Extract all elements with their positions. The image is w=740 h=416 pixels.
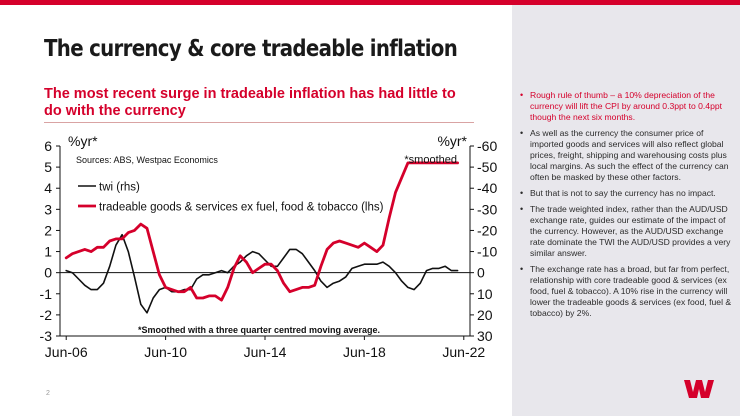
currency-inflation-chart: 6543210-1-2-3-60-50-40-30-20-100102030Ju… bbox=[40, 133, 498, 360]
page-title: The currency & core tradeable inflation bbox=[44, 36, 458, 62]
x-tick-label: Jun-14 bbox=[244, 344, 287, 360]
bullet-text: As well as the currency the consumer pri… bbox=[530, 128, 729, 182]
commentary-bullets: • Rough rule of thumb – a 10% depreciatio… bbox=[520, 90, 732, 324]
right-tick-label: -60 bbox=[477, 138, 497, 154]
chart-subtitle: The most recent surge in tradeable infla… bbox=[44, 86, 456, 119]
bullet-dot: • bbox=[520, 90, 524, 100]
bullet-dot: • bbox=[520, 204, 524, 214]
right-tick-label: -10 bbox=[477, 244, 497, 260]
bullet-text: But that is not to say the currency has … bbox=[530, 188, 716, 198]
left-tick-label: 1 bbox=[44, 244, 52, 260]
page-number: 2 bbox=[46, 390, 50, 397]
westpac-logo-icon bbox=[684, 380, 714, 398]
bullet-item: • But that is not to say the currency has… bbox=[520, 188, 732, 199]
left-tick-label: -3 bbox=[40, 328, 53, 344]
right-tick-label: -30 bbox=[477, 201, 497, 217]
bullet-item: • The exchange rate has a broad, but far … bbox=[520, 264, 732, 319]
bullet-item: • The trade weighted index, rather than t… bbox=[520, 204, 732, 259]
left-tick-label: -2 bbox=[40, 307, 53, 323]
smoothed-label: *smoothed bbox=[404, 154, 457, 166]
bullet-dot: • bbox=[520, 128, 524, 138]
left-tick-label: 2 bbox=[44, 222, 52, 238]
bullet-item: • As well as the currency the consumer pr… bbox=[520, 128, 732, 183]
bullet-item: • Rough rule of thumb – a 10% depreciatio… bbox=[520, 90, 732, 123]
right-tick-label: 30 bbox=[477, 328, 493, 344]
top-accent-bar bbox=[0, 0, 740, 5]
bullet-text: The trade weighted index, rather than th… bbox=[530, 204, 731, 258]
x-tick-label: Jun-18 bbox=[343, 344, 386, 360]
right-tick-label: -40 bbox=[477, 180, 497, 196]
subtitle-divider bbox=[44, 122, 474, 123]
x-tick-label: Jun-10 bbox=[144, 344, 187, 360]
twi-series-line bbox=[65, 233, 459, 314]
x-tick-label: Jun-06 bbox=[45, 344, 88, 360]
chart-axes bbox=[56, 145, 474, 340]
commentary-panel bbox=[512, 5, 740, 416]
left-tick-label: 4 bbox=[44, 180, 52, 196]
right-tick-label: -20 bbox=[477, 222, 497, 238]
bullet-text: Rough rule of thumb – a 10% depreciation… bbox=[530, 90, 723, 122]
right-tick-label: 0 bbox=[477, 265, 485, 281]
right-axis-unit-label: %yr* bbox=[437, 133, 467, 149]
legend-label-twi: twi (rhs) bbox=[99, 182, 140, 194]
right-tick-label: 10 bbox=[477, 286, 493, 302]
right-tick-label: 20 bbox=[477, 307, 493, 323]
left-tick-label: -1 bbox=[40, 286, 53, 302]
smoothing-footnote: *Smoothed with a three quarter centred m… bbox=[138, 325, 380, 335]
bullet-text: The exchange rate has a broad, but far f… bbox=[530, 264, 732, 318]
source-note: Sources: ABS, Westpac Economics bbox=[76, 155, 218, 165]
right-tick-label: -50 bbox=[477, 159, 497, 175]
left-tick-label: 5 bbox=[44, 159, 52, 175]
chart-tick-labels: 6543210-1-2-3-60-50-40-30-20-100102030Ju… bbox=[40, 138, 498, 360]
x-tick-label: Jun-22 bbox=[442, 344, 485, 360]
left-axis-unit-label: %yr* bbox=[68, 133, 98, 149]
bullet-dot: • bbox=[520, 264, 524, 274]
left-tick-label: 3 bbox=[44, 201, 52, 217]
left-tick-label: 0 bbox=[44, 265, 52, 281]
chart-series-lines bbox=[64, 161, 460, 314]
tradeable-series-line bbox=[64, 161, 460, 302]
legend-label-tradeable: tradeable goods & services ex fuel, food… bbox=[99, 202, 384, 214]
left-tick-label: 6 bbox=[44, 138, 52, 154]
bullet-dot: • bbox=[520, 188, 524, 198]
